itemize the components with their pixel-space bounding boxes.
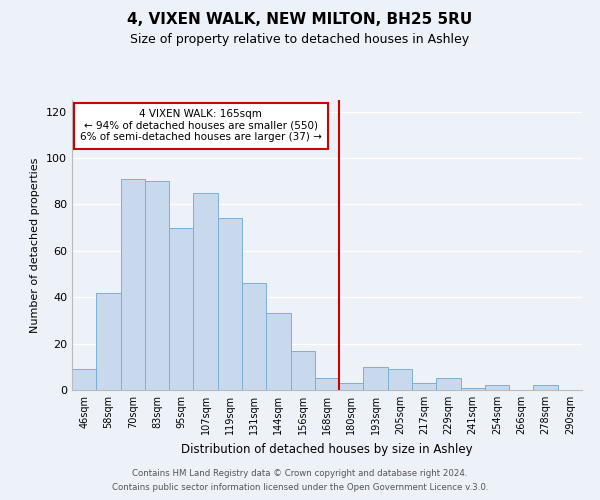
Bar	[72, 369, 96, 390]
X-axis label: Distribution of detached houses by size in Ashley: Distribution of detached houses by size …	[181, 442, 473, 456]
Bar	[218, 218, 242, 390]
Bar	[242, 284, 266, 390]
Y-axis label: Number of detached properties: Number of detached properties	[31, 158, 40, 332]
Text: Size of property relative to detached houses in Ashley: Size of property relative to detached ho…	[130, 32, 470, 46]
Bar	[145, 181, 169, 390]
Bar	[169, 228, 193, 390]
Bar	[461, 388, 485, 390]
Bar	[339, 383, 364, 390]
Bar	[436, 378, 461, 390]
Text: 4, VIXEN WALK, NEW MILTON, BH25 5RU: 4, VIXEN WALK, NEW MILTON, BH25 5RU	[127, 12, 473, 28]
Bar	[266, 314, 290, 390]
Bar	[315, 378, 339, 390]
Text: Contains public sector information licensed under the Open Government Licence v.: Contains public sector information licen…	[112, 484, 488, 492]
Bar	[193, 193, 218, 390]
Text: 4 VIXEN WALK: 165sqm
← 94% of detached houses are smaller (550)
6% of semi-detac: 4 VIXEN WALK: 165sqm ← 94% of detached h…	[80, 110, 322, 142]
Text: Contains HM Land Registry data © Crown copyright and database right 2024.: Contains HM Land Registry data © Crown c…	[132, 468, 468, 477]
Bar	[121, 179, 145, 390]
Bar	[485, 386, 509, 390]
Bar	[96, 292, 121, 390]
Bar	[364, 367, 388, 390]
Bar	[290, 350, 315, 390]
Bar	[412, 383, 436, 390]
Bar	[388, 369, 412, 390]
Bar	[533, 386, 558, 390]
